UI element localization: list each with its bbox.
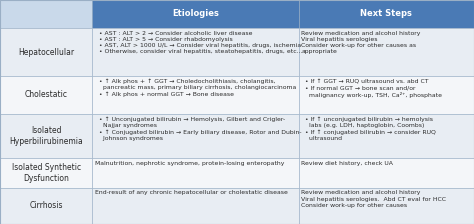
- Text: Cirrhosis: Cirrhosis: [29, 201, 63, 210]
- Text: Isolated Synthetic
Dysfunction: Isolated Synthetic Dysfunction: [12, 163, 81, 183]
- Text: • If ↑ unconjugated bilirubin → hemolysis
    labs (e.g. LDH, haptoglobin, Coomb: • If ↑ unconjugated bilirubin → hemolysi…: [301, 116, 437, 141]
- Text: Review medication and alcohol history
Viral hepatitis serologies.  Abd CT eval f: Review medication and alcohol history Vi…: [301, 190, 447, 208]
- Bar: [92, 28, 299, 76]
- Bar: [92, 76, 299, 114]
- Text: • If ↑ GGT → RUQ ultrasound vs. abd CT
  • If normal GGT → bone scan and/or
    : • If ↑ GGT → RUQ ultrasound vs. abd CT •…: [301, 79, 442, 97]
- Bar: [0, 158, 92, 188]
- Text: Next Steps: Next Steps: [360, 9, 412, 19]
- Text: • ↑ Alk phos + ↑ GGT → Choledocholithiasis, cholangitis,
    pancreatic mass, pr: • ↑ Alk phos + ↑ GGT → Choledocholithias…: [95, 79, 297, 97]
- Bar: [92, 0, 299, 28]
- Bar: [299, 76, 474, 114]
- Text: Review diet history, check UA: Review diet history, check UA: [301, 161, 393, 166]
- Bar: [299, 188, 474, 224]
- Text: Isolated
Hyperbilirubinemia: Isolated Hyperbilirubinemia: [9, 126, 83, 146]
- Bar: [92, 158, 299, 188]
- Text: • AST : ALT > 2 → Consider alcoholic liver disease
  • AST : ALT > 5 → Consider : • AST : ALT > 2 → Consider alcoholic liv…: [95, 31, 303, 54]
- Bar: [0, 114, 92, 158]
- Bar: [299, 28, 474, 76]
- Text: Review medication and alcohol history
Viral hepatitis serologies
Consider work-u: Review medication and alcohol history Vi…: [301, 31, 421, 54]
- Text: End-result of any chronic hepatocellular or cholestatic disease: End-result of any chronic hepatocellular…: [95, 190, 288, 195]
- Bar: [0, 0, 92, 28]
- Bar: [299, 0, 474, 28]
- Text: Cholestatic: Cholestatic: [25, 90, 68, 99]
- Text: Hepatocellular: Hepatocellular: [18, 47, 74, 56]
- Bar: [0, 76, 92, 114]
- Bar: [92, 188, 299, 224]
- Text: Malnutrition, nephrotic syndrome, protein-losing enteropathy: Malnutrition, nephrotic syndrome, protei…: [95, 161, 285, 166]
- Text: • ↑ Unconjugated bilirubin → Hemolysis, Gilbert and Crigler-
    Najjar syndrome: • ↑ Unconjugated bilirubin → Hemolysis, …: [95, 116, 302, 141]
- Bar: [299, 114, 474, 158]
- Bar: [92, 114, 299, 158]
- Text: Etiologies: Etiologies: [172, 9, 219, 19]
- Bar: [0, 188, 92, 224]
- Bar: [0, 28, 92, 76]
- Bar: [299, 158, 474, 188]
